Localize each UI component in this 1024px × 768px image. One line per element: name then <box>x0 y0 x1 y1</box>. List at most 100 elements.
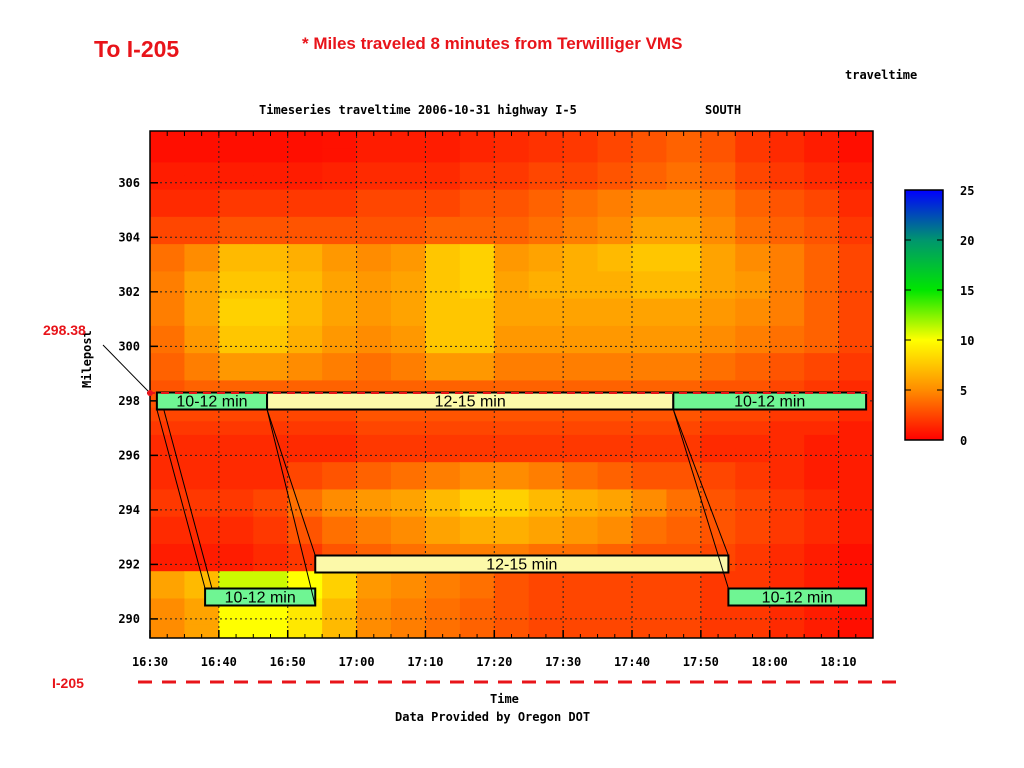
heatmap-cell <box>597 462 633 477</box>
heatmap-cell <box>287 366 323 381</box>
heatmap-cell <box>666 434 702 450</box>
heatmap-cell <box>150 624 185 639</box>
heatmap-cell <box>494 462 530 477</box>
heatmap-cell <box>528 353 564 368</box>
heatmap-cell <box>218 203 254 218</box>
heatmap-cell <box>838 216 874 231</box>
heatmap-cell <box>528 380 564 395</box>
heatmap-cell <box>322 339 358 354</box>
heatmap-cell <box>735 489 771 504</box>
heatmap-cell <box>597 366 633 381</box>
heatmap-cell <box>563 462 599 477</box>
heatmap-cell <box>356 244 392 259</box>
annotation-bands: 10-12 min 12-15 min 10-12 min 12-15 min 10-1… <box>155 391 868 607</box>
heatmap-cell <box>287 462 323 477</box>
heatmap-cell <box>735 557 771 572</box>
heatmap-cell <box>425 584 461 599</box>
heatmap-cell <box>838 148 874 163</box>
heatmap-cell <box>425 148 461 163</box>
heatmap-cell <box>391 203 426 218</box>
heatmap-cell <box>218 543 254 559</box>
heatmap-cell <box>184 271 220 286</box>
heatmap-cell <box>838 189 874 204</box>
connector-line <box>266 409 316 606</box>
heatmap-cell <box>253 489 289 504</box>
heatmap-cell <box>356 175 392 191</box>
heatmap-cell <box>769 257 805 272</box>
heatmap-cell <box>494 189 530 204</box>
heatmap-cell <box>425 285 461 300</box>
heatmap-cell <box>666 624 702 639</box>
travel-time-band-label: 10-12 min <box>762 590 833 607</box>
heatmap-cell <box>632 244 667 259</box>
heatmap-cell <box>700 312 736 327</box>
heatmap-cell <box>735 407 771 422</box>
heatmap-cell <box>322 216 358 231</box>
heatmap-cell <box>150 557 185 572</box>
heatmap-cell <box>700 489 736 504</box>
heatmap-cell <box>769 339 805 354</box>
connector-line <box>672 409 729 589</box>
heatmap-cell <box>322 516 358 531</box>
heatmap-cell <box>459 612 495 625</box>
heatmap-cell <box>666 421 702 436</box>
heatmap-cell <box>287 380 323 395</box>
heatmap-cell <box>150 366 185 381</box>
heatmap-cell <box>494 407 530 422</box>
heatmap-cell <box>391 325 426 341</box>
travel-time-band-label: 10-12 min <box>734 394 805 411</box>
heatmap-cell <box>253 571 289 586</box>
heatmap-cell <box>459 571 495 586</box>
heatmap-cell <box>356 189 392 204</box>
heatmap-cell <box>253 189 289 204</box>
heatmap-cell <box>597 516 633 531</box>
travel-time-band <box>727 587 868 607</box>
heatmap-cell <box>150 175 185 191</box>
heatmap-cells <box>150 131 874 639</box>
heatmap-cell <box>218 189 254 204</box>
heatmap-cell <box>287 530 323 545</box>
heatmap-cell <box>597 298 633 313</box>
heatmap-cell <box>632 366 667 381</box>
heatmap-cell <box>597 257 633 272</box>
heatmap-cell <box>735 189 771 204</box>
heatmap-cell <box>253 434 289 450</box>
heatmap-cell <box>322 285 358 300</box>
heatmap-cell <box>735 131 771 150</box>
heatmap-cell <box>391 516 426 531</box>
heatmap-cell <box>804 543 840 559</box>
heatmap-cell <box>218 434 254 450</box>
heatmap-cell <box>494 312 530 327</box>
heatmap-cell <box>425 189 461 204</box>
heatmap-cell <box>459 162 495 177</box>
heatmap-cell <box>391 462 426 477</box>
heatmap-cell <box>425 325 461 341</box>
heatmap-cell <box>322 298 358 313</box>
heatmap-cell <box>459 203 495 218</box>
heatmap-cell <box>322 489 358 504</box>
heatmap-cell <box>632 339 667 354</box>
heatmap-cell <box>563 325 599 341</box>
heatmap-cell <box>150 257 185 272</box>
heatmap-cell <box>150 312 185 327</box>
heatmap-cell <box>700 162 736 177</box>
heatmap-cell <box>528 131 564 150</box>
heatmap-cell <box>597 148 633 163</box>
heatmap-cell <box>735 624 771 639</box>
heatmap-cell <box>218 312 254 327</box>
heatmap-cell <box>391 380 426 395</box>
heatmap-cell <box>494 489 530 504</box>
heatmap-cell <box>494 298 530 313</box>
heatmap-cell <box>253 216 289 231</box>
heatmap-cell <box>632 148 667 163</box>
heatmap-cell <box>597 624 633 639</box>
x-tick-label: 18:00 <box>752 655 788 669</box>
travel-time-band-label: 10-12 min <box>225 590 296 607</box>
heatmap-cell <box>804 462 840 477</box>
heatmap-cell <box>322 571 358 586</box>
heatmap-cell <box>563 244 599 259</box>
heatmap-cell <box>425 624 461 639</box>
heatmap-cell <box>322 244 358 259</box>
heatmap-cell <box>528 216 564 231</box>
heatmap-cell <box>700 285 736 300</box>
